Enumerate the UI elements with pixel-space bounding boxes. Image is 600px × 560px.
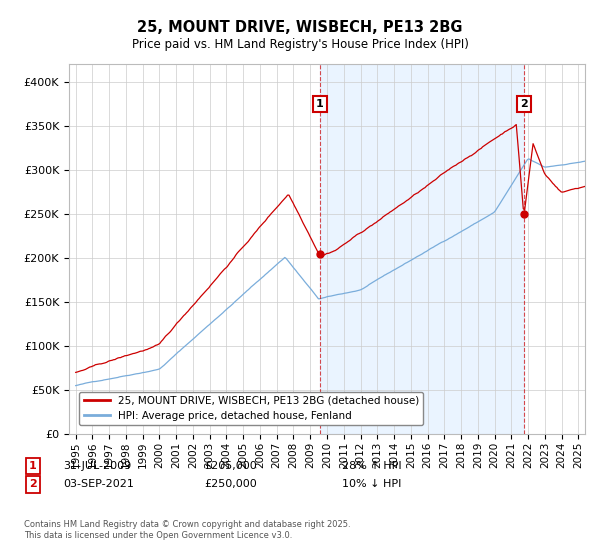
Text: Price paid vs. HM Land Registry's House Price Index (HPI): Price paid vs. HM Land Registry's House … [131, 38, 469, 50]
Text: 28% ↑ HPI: 28% ↑ HPI [342, 461, 401, 471]
Text: 2: 2 [520, 99, 528, 109]
Text: 25, MOUNT DRIVE, WISBECH, PE13 2BG: 25, MOUNT DRIVE, WISBECH, PE13 2BG [137, 20, 463, 35]
Text: 03-SEP-2021: 03-SEP-2021 [63, 479, 134, 489]
Legend: 25, MOUNT DRIVE, WISBECH, PE13 2BG (detached house), HPI: Average price, detache: 25, MOUNT DRIVE, WISBECH, PE13 2BG (deta… [79, 391, 424, 425]
Text: Contains HM Land Registry data © Crown copyright and database right 2025.
This d: Contains HM Land Registry data © Crown c… [24, 520, 350, 540]
Text: 2: 2 [29, 479, 37, 489]
Text: £250,000: £250,000 [204, 479, 257, 489]
Text: 1: 1 [316, 99, 324, 109]
Bar [320, 64, 524, 434]
Text: 31-JUL-2009: 31-JUL-2009 [63, 461, 131, 471]
Text: 10% ↓ HPI: 10% ↓ HPI [342, 479, 401, 489]
Text: 1: 1 [29, 461, 37, 471]
Text: £205,000: £205,000 [204, 461, 257, 471]
